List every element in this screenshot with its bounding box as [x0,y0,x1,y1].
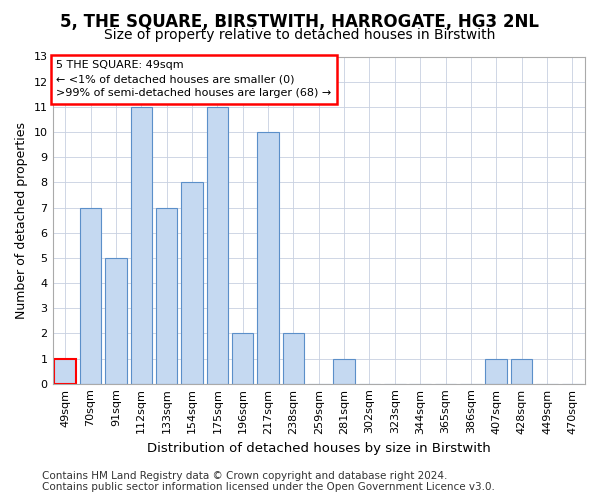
Bar [105,258,127,384]
Bar [485,358,507,384]
X-axis label: Distribution of detached houses by size in Birstwith: Distribution of detached houses by size … [147,442,491,455]
Bar [181,182,203,384]
Text: 5 THE SQUARE: 49sqm
← <1% of detached houses are smaller (0)
>99% of semi-detach: 5 THE SQUARE: 49sqm ← <1% of detached ho… [56,60,332,98]
Bar [131,107,152,384]
Bar [283,334,304,384]
Bar [80,208,101,384]
Bar [206,107,228,384]
Bar [511,358,532,384]
Text: Contains HM Land Registry data © Crown copyright and database right 2024.
Contai: Contains HM Land Registry data © Crown c… [42,471,495,492]
Bar [55,358,76,384]
Bar [156,208,178,384]
Text: Size of property relative to detached houses in Birstwith: Size of property relative to detached ho… [104,28,496,42]
Bar [232,334,253,384]
Y-axis label: Number of detached properties: Number of detached properties [15,122,28,318]
Bar [334,358,355,384]
Bar [257,132,279,384]
Text: 5, THE SQUARE, BIRSTWITH, HARROGATE, HG3 2NL: 5, THE SQUARE, BIRSTWITH, HARROGATE, HG3… [61,12,539,30]
